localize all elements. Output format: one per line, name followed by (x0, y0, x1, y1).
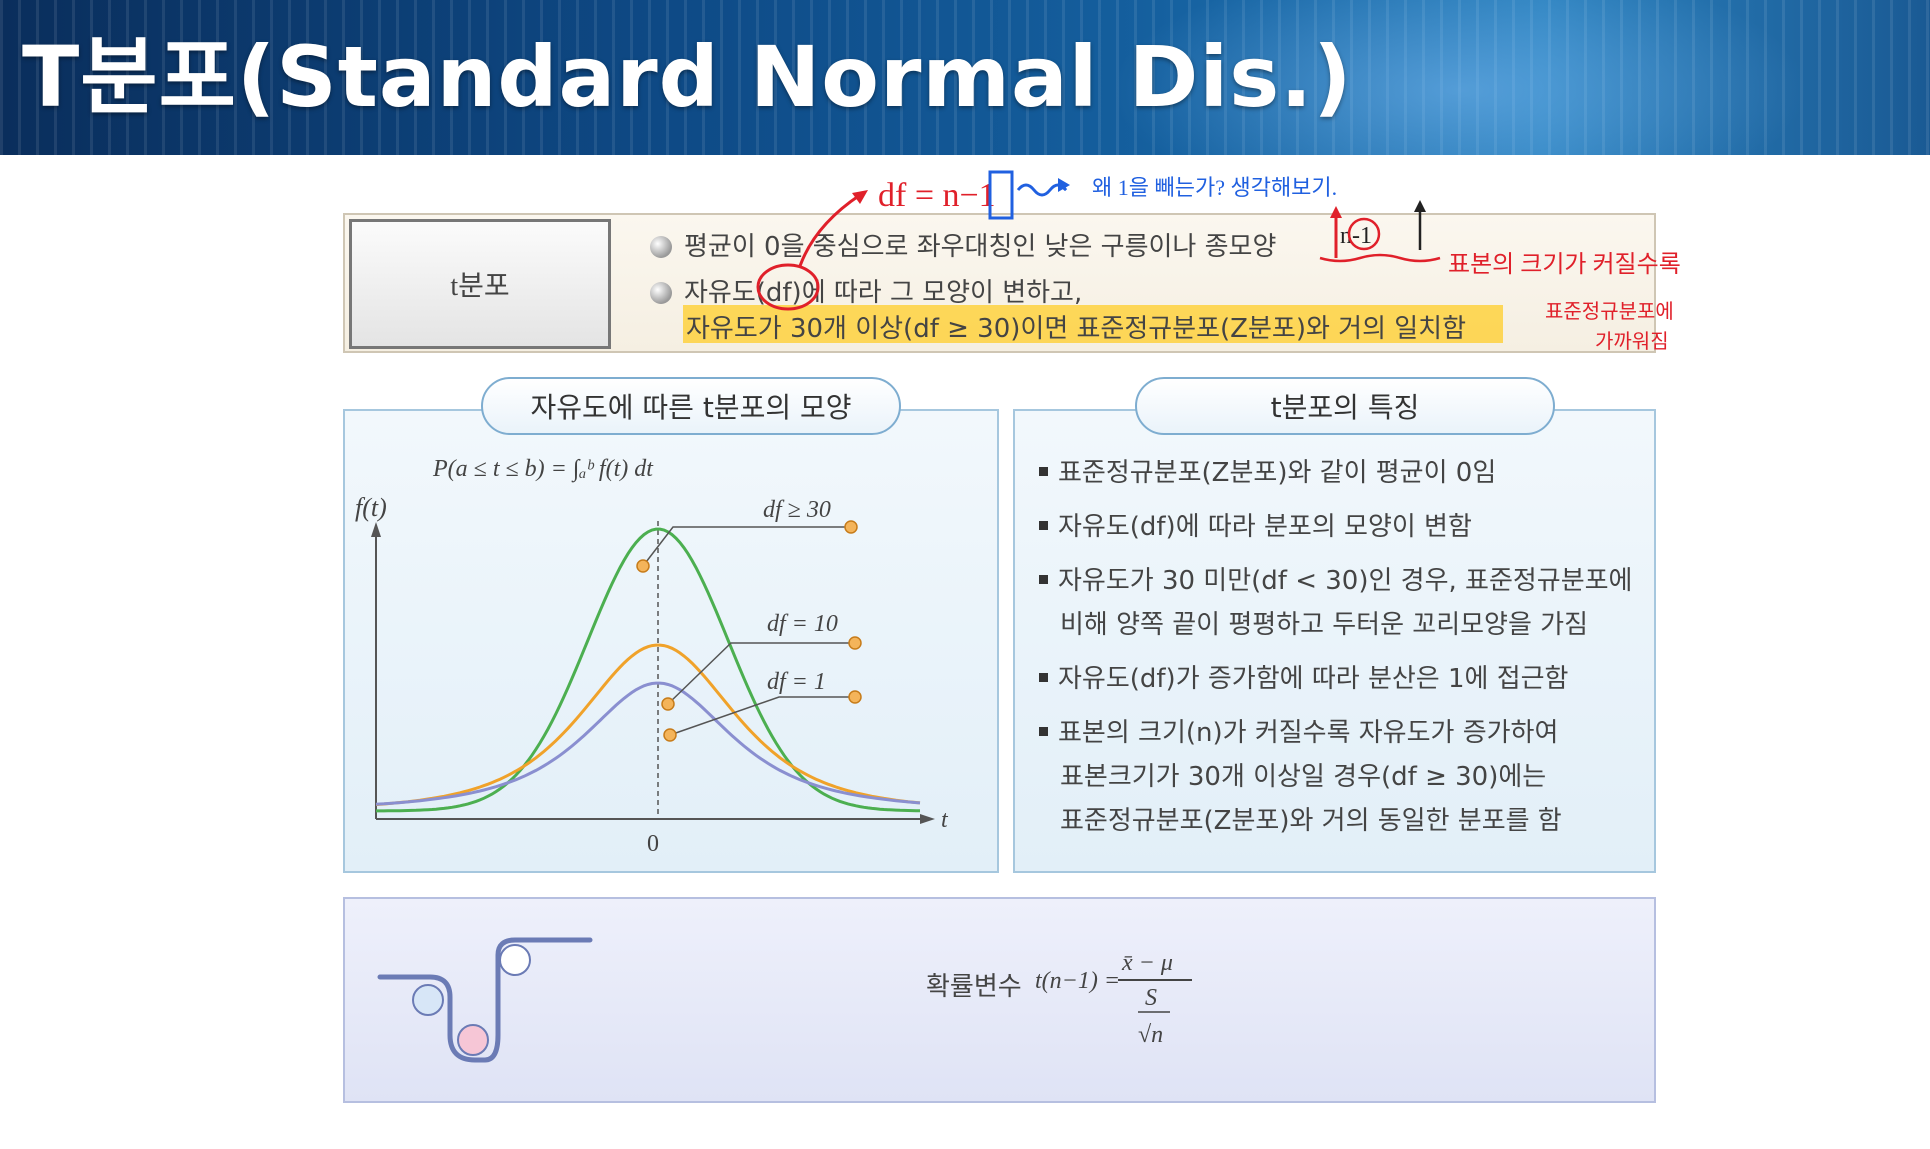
feature-item-2: 자유도(df)에 따라 분포의 모양이 변함 (1039, 512, 1472, 543)
callout-df-30-leader (642, 526, 851, 567)
definition-text-1: 평균이 0을 중심으로 좌우대칭인 낮은 구릉이나 종모양 (684, 232, 1277, 262)
callout-df-10-dot (661, 697, 675, 711)
formula-denominator-sqrt: √n (1138, 1022, 1163, 1048)
arrow-line (798, 193, 861, 267)
definition-line-1: 평균이 0을 중심으로 좌우대칭인 낮은 구릉이나 종모양 (650, 226, 1276, 263)
square-bullet-icon (1039, 521, 1048, 530)
up-arrow-red-icon (1330, 206, 1342, 218)
feature-item-4: 자유도(df)가 증가함에 따라 분산은 1에 접근함 (1039, 664, 1569, 695)
curve-group (375, 527, 921, 813)
callout-df-1-dot (663, 728, 677, 742)
y-axis-arrow-icon (371, 522, 381, 537)
features-panel: 표준정규분포(Z분포)와 같이 평균이 0임 자유도(df)에 따라 분포의 모… (1013, 409, 1656, 873)
formula-label: 확률변수 (926, 972, 1022, 1002)
t-distribution-chart: P(a ≤ t ≤ b) = ∫ₐᵇ f(t) dt f(t) t 0 df ≥… (355, 456, 949, 857)
feature-text: 표준정규분포(Z분포)와 같이 평균이 0임 (1058, 458, 1497, 488)
feature-text: 자유도(df)가 증가함에 따라 분산은 1에 접근함 (1058, 664, 1569, 694)
underline-squiggle (1319, 253, 1441, 263)
feature-text: 자유도(df)에 따라 분포의 모양이 변함 (1058, 512, 1472, 542)
highlight-marker (683, 305, 1503, 343)
probability-formula: P(a ≤ t ≤ b) = ∫ₐᵇ f(t) dt (432, 456, 654, 483)
annotation-note-3: 가까워짐 (1595, 330, 1669, 353)
definition-label: t분포 (349, 219, 611, 349)
feature-item-1: 표준정규분포(Z분포)와 같이 평균이 0임 (1039, 458, 1497, 489)
df-circle-mark (756, 263, 820, 311)
feature-item-5-cont-1: 표본크기가 30개 이상일 경우(df ≥ 30)에는 (1060, 762, 1547, 792)
definition-line-2: 자유도(df)에 따라 그 모양이 변하고, (650, 272, 1082, 309)
feature-item-3-cont: 비해 양쪽 끝이 평평하고 두터운 꼬리모양을 가짐 (1060, 610, 1588, 640)
formula-box (343, 897, 1656, 1103)
annotation-df-equation: df = n−1 (878, 177, 996, 214)
definition-text-2: 자유도(df)에 따라 그 모양이 변하고, (684, 278, 1083, 308)
callout-df-10-dot (848, 636, 862, 650)
feature-item-5: 표본의 크기(n)가 커질수록 자유도가 증가하여 (1039, 718, 1559, 749)
ball-track-illustration (377, 937, 593, 1063)
square-bullet-icon (1039, 727, 1048, 736)
formula-denominator-s: S (1145, 985, 1157, 1011)
x-axis-label: t (941, 807, 949, 833)
origin-label: 0 (647, 831, 659, 857)
feature-item-5-cont-2: 표준정규분포(Z분포)와 거의 동일한 분포를 함 (1060, 806, 1562, 836)
callout-df-1-dot (848, 690, 862, 704)
callout-df-10-label: df = 10 (767, 611, 838, 637)
square-bullet-icon (1039, 467, 1048, 476)
callout-df-30-label: df ≥ 30 (763, 497, 831, 523)
annotation-note-2: 표준정규분포에 (1545, 300, 1674, 323)
up-arrow-black-icon (1414, 200, 1426, 212)
bullet-icon (650, 282, 672, 304)
square-bullet-icon (1039, 673, 1048, 682)
feature-text: 표본의 크기(n)가 커질수록 자유도가 증가하여 (1058, 718, 1559, 748)
features-panel-title: t분포의 특징 (1135, 377, 1555, 435)
callout-group: df ≥ 30 df = 10 df = 1 (636, 497, 862, 742)
x-axis-arrow-icon (920, 814, 935, 824)
one-box-mark (988, 170, 1014, 220)
annotation-question: 왜 1을 빼는가? 생각해보기. (1092, 175, 1337, 200)
curve-df-1 (375, 681, 921, 806)
curve-df-10 (375, 643, 921, 807)
feature-text: 자유도가 30 미만(df < 30)인 경우, 표준정규분포에 (1058, 566, 1633, 596)
callout-df-30-dot (844, 520, 858, 534)
title-banner: T분포(Standard Normal Dis.) (0, 0, 1930, 155)
feature-item-3: 자유도가 30 미만(df < 30)인 경우, 표준정규분포에 (1039, 566, 1633, 597)
square-bullet-icon (1039, 575, 1048, 584)
callout-df-1-label: df = 1 (767, 669, 826, 695)
bullet-icon (650, 236, 672, 258)
callout-df-30-dot (636, 559, 650, 573)
n-circle-mark (1347, 217, 1381, 251)
callout-df-10-leader (667, 642, 855, 705)
formula-numerator: x̄ − μ (1121, 950, 1173, 976)
curve-df-30 (376, 527, 920, 813)
annotation-n-minus-1: n-1 (1340, 223, 1372, 249)
banner-glow (1110, 0, 1810, 155)
banner-decoration (0, 0, 1930, 155)
callout-df-1-leader (669, 696, 855, 736)
y-axis-label: f(t) (355, 493, 387, 522)
formula-lhs: t(n−1) = (1035, 968, 1120, 994)
definition-line-3: 자유도가 30개 이상(df ≥ 30)이면 표준정규분포(Z분포)와 거의 일… (686, 314, 1467, 344)
arrow-head-icon (852, 190, 868, 204)
slide-title: T분포(Standard Normal Dis.) (22, 28, 1353, 126)
t-statistic-formula: t(n−1) = x̄ − μ S √n (1035, 950, 1192, 1048)
shape-panel-title: 자유도에 따른 t분포의 모양 (481, 377, 901, 435)
squiggle-arrow-head-icon (1058, 178, 1070, 192)
annotation-note-1: 표본의 크기가 커질수록 (1448, 251, 1681, 278)
